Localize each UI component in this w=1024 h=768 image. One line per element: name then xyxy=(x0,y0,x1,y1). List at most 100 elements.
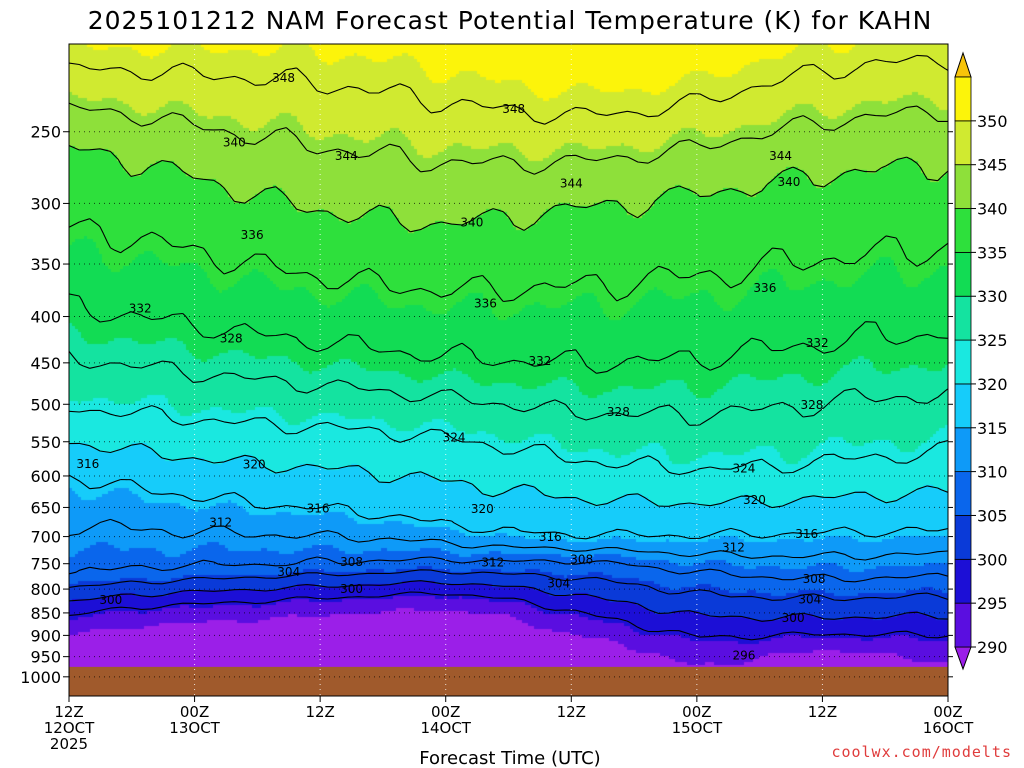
contour-label: 328 xyxy=(220,332,243,346)
contour-label: 304 xyxy=(798,593,821,607)
temperature-field-image xyxy=(69,44,948,696)
surface-layer xyxy=(69,666,948,696)
colorbar-label: 290 xyxy=(977,638,1008,657)
y-tick-label: 250 xyxy=(30,123,61,142)
colorbar-band xyxy=(954,471,972,516)
chart-title: 2025101212 NAM Forecast Potential Temper… xyxy=(88,6,933,35)
y-tick-label: 550 xyxy=(30,433,61,452)
colorbar-band xyxy=(954,164,972,209)
contour-label: 332 xyxy=(528,354,551,368)
x-tick-label: 12Z xyxy=(305,703,334,721)
y-tick-label: 350 xyxy=(30,255,61,274)
colorbar-band xyxy=(954,120,972,166)
contour-labels: 348 348 340 344 344 344 340 340 336 336 336 332 332 3… xyxy=(76,71,828,663)
contour-label: 320 xyxy=(243,458,266,472)
contour-label: 344 xyxy=(335,149,358,163)
x-tick-label: 12Z xyxy=(54,703,83,721)
colorbar-band xyxy=(954,339,972,385)
contour-label: 308 xyxy=(803,572,826,586)
y-axis: 250 300 350 400 450 500 550 600 650 700 750 800 850 9… xyxy=(20,123,953,687)
colorbar-label: 315 xyxy=(977,419,1008,438)
x-tick-label: 12OCT xyxy=(44,719,95,737)
contour-label: 320 xyxy=(471,502,494,516)
y-tick-label: 800 xyxy=(30,580,61,599)
contour-324 xyxy=(69,405,948,476)
contour-label: 296 xyxy=(732,648,755,662)
colorbar-label: 300 xyxy=(977,550,1008,569)
contour-348 xyxy=(69,54,948,125)
contour-label: 348 xyxy=(502,102,525,116)
colorbar-label: 350 xyxy=(977,112,1008,131)
x-tick-label: 16OCT xyxy=(923,719,974,737)
contour-label: 340 xyxy=(223,136,246,150)
contour-label: 344 xyxy=(560,176,583,190)
colorbar-band xyxy=(954,51,972,78)
y-tick-label: 850 xyxy=(30,604,61,623)
y-tick-label: 900 xyxy=(30,626,61,645)
colorbar-label: 320 xyxy=(977,375,1008,394)
colorbar-label: 325 xyxy=(977,331,1008,350)
contour-label: 300 xyxy=(340,582,363,596)
contour-label: 336 xyxy=(474,297,497,311)
contour-label: 336 xyxy=(753,281,776,295)
isentrope-contours xyxy=(69,54,948,641)
contour-340 xyxy=(69,144,948,233)
contour-label: 340 xyxy=(777,175,800,189)
x-tick-label: 12Z xyxy=(557,703,586,721)
colorbar-band xyxy=(954,427,972,473)
contour-label: 332 xyxy=(806,336,829,350)
contour-336 xyxy=(69,218,948,303)
contour-328 xyxy=(69,351,948,426)
colorbar-band xyxy=(954,558,972,604)
x-tick-label: 00Z xyxy=(180,703,209,721)
colorbar-band xyxy=(954,295,972,341)
contour-label: 316 xyxy=(795,527,818,541)
y-tick-label: 500 xyxy=(30,395,61,414)
contour-320 xyxy=(69,442,948,509)
y-tick-label: 700 xyxy=(30,528,61,547)
contour-label: 336 xyxy=(241,228,264,242)
colorbar-label: 345 xyxy=(977,156,1008,175)
contour-label: 332 xyxy=(129,302,152,316)
colorbar-label: 330 xyxy=(977,287,1008,306)
colorbar-label: 295 xyxy=(977,594,1008,613)
grid-lines xyxy=(69,44,948,696)
colorbar: 290 295 300 305 310 315 320 325 330 335 340 345 350 xyxy=(954,51,1008,671)
contour-344 xyxy=(69,102,948,175)
y-tick-label: 1000 xyxy=(20,668,61,687)
plot-frame xyxy=(68,43,949,697)
x-tick-label: 2025 xyxy=(50,735,88,753)
contour-label: 300 xyxy=(782,611,805,625)
colorbar-band xyxy=(954,208,972,253)
y-tick-label: 300 xyxy=(30,194,61,213)
contour-label: 316 xyxy=(539,530,562,544)
x-tick-label: 00Z xyxy=(933,703,962,721)
contour-label: 348 xyxy=(272,71,295,85)
colorbar-label: 340 xyxy=(977,200,1008,219)
contour-label: 320 xyxy=(743,493,766,507)
y-tick-label: 950 xyxy=(30,648,61,667)
contour-label: 316 xyxy=(307,502,330,516)
y-tick-label: 750 xyxy=(30,555,61,574)
contour-label: 304 xyxy=(277,565,300,579)
colorbar-band xyxy=(954,76,972,122)
colorbar-label: 310 xyxy=(977,463,1008,482)
colorbar-band xyxy=(954,383,972,429)
contour-label: 304 xyxy=(547,577,570,591)
y-tick-label: 450 xyxy=(30,354,61,373)
contour-label: 324 xyxy=(443,430,466,444)
contour-label: 312 xyxy=(209,515,232,529)
contour-300 xyxy=(69,580,948,622)
y-tick-label: 600 xyxy=(30,467,61,486)
colorbar-band xyxy=(954,515,972,560)
y-tick-label: 650 xyxy=(30,498,61,517)
contour-label: 344 xyxy=(769,149,792,163)
x-axis-label: Forecast Time (UTC) xyxy=(419,748,600,768)
x-tick-label: 15OCT xyxy=(672,719,723,737)
contour-308 xyxy=(69,556,948,583)
x-tick-label: 13OCT xyxy=(169,719,220,737)
contour-label: 300 xyxy=(99,593,122,607)
colorbar-label: 305 xyxy=(977,506,1008,525)
